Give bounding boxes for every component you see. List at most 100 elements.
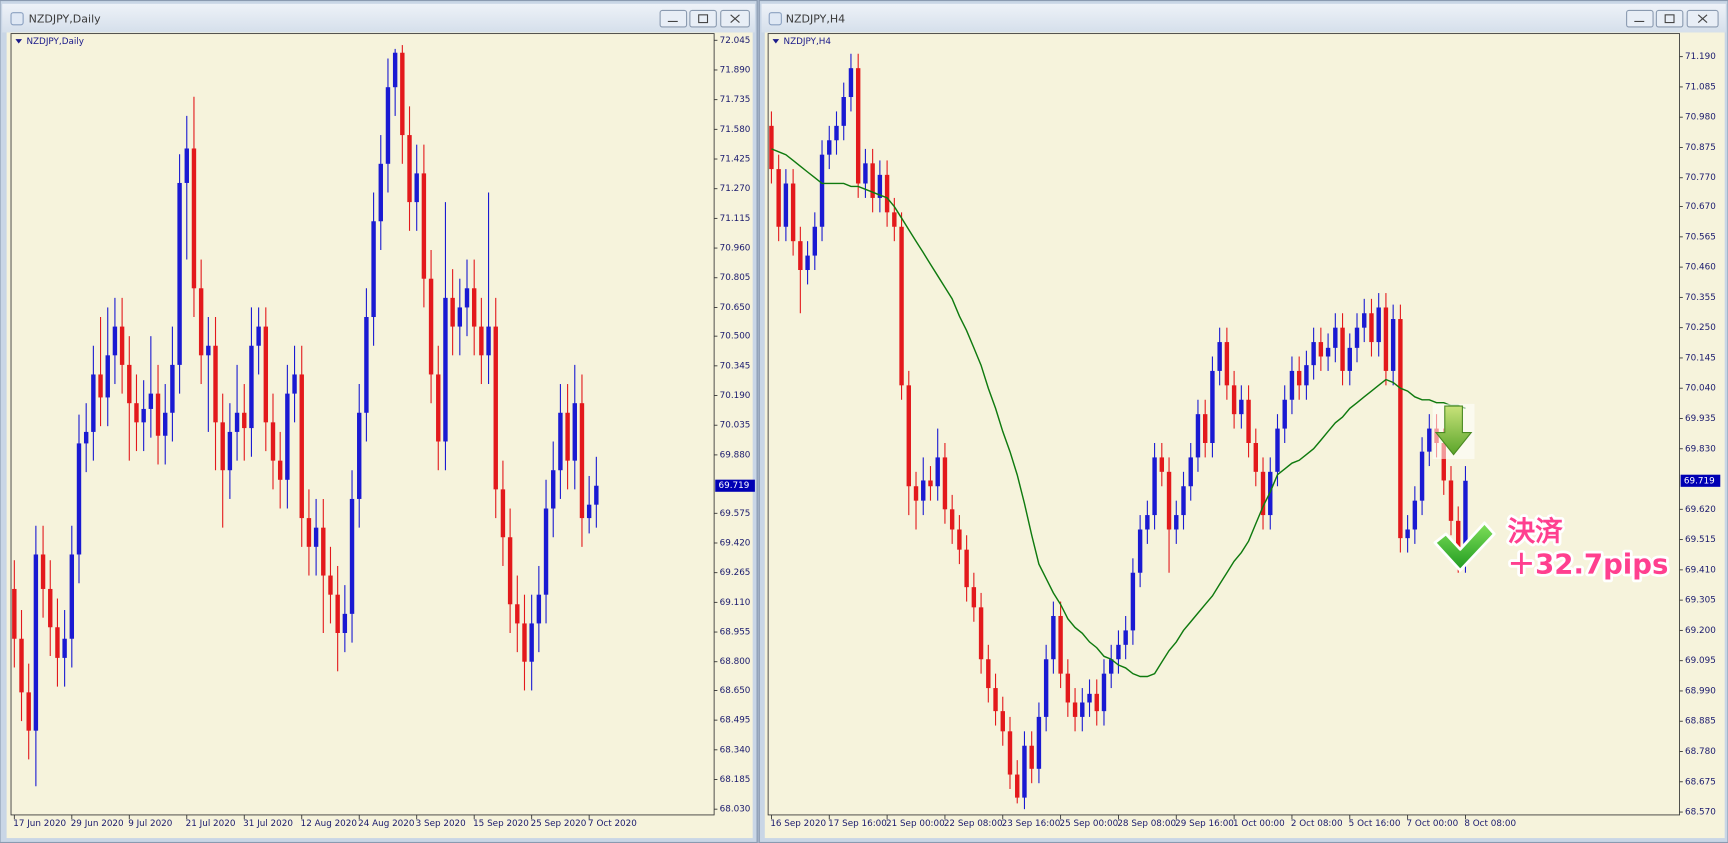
y-tick-label: 71.115 xyxy=(720,214,751,224)
candle-body xyxy=(1246,399,1251,443)
candle-body xyxy=(1376,307,1381,343)
candle-body xyxy=(863,163,868,184)
candle-body xyxy=(105,355,110,398)
candle-body xyxy=(500,489,506,538)
candle-body xyxy=(277,460,283,480)
candle-body xyxy=(306,518,312,547)
window-icon xyxy=(10,12,24,26)
x-tick-label: 7 Oct 2020 xyxy=(588,819,637,829)
candle-body xyxy=(1116,644,1121,660)
x-tick-label: 24 Aug 2020 xyxy=(358,819,415,829)
window-title: NZDJPY,Daily xyxy=(29,12,102,25)
annotation: ＋32.7pips xyxy=(1508,549,1669,581)
candle-body xyxy=(170,364,175,413)
candle-body xyxy=(407,135,412,203)
candle-body xyxy=(522,623,527,662)
candle-body xyxy=(371,221,376,318)
candle-body xyxy=(1362,313,1367,328)
candle-body xyxy=(134,403,139,423)
candle-body xyxy=(342,613,348,633)
y-tick-label: 70.960 xyxy=(720,244,751,254)
minimize-button[interactable] xyxy=(659,9,688,28)
candle-body xyxy=(1145,515,1150,530)
candle-body xyxy=(98,374,103,398)
candle-body xyxy=(543,508,549,595)
candle-body xyxy=(971,587,977,608)
window-icon xyxy=(768,12,782,26)
candle-body xyxy=(827,140,832,155)
candle-body xyxy=(486,326,491,356)
y-tick-label: 69.575 xyxy=(720,509,751,519)
y-tick-label: 70.565 xyxy=(1685,232,1716,242)
menu-arrow xyxy=(15,39,23,44)
y-tick-label: 68.495 xyxy=(720,716,751,726)
candle-body xyxy=(127,364,132,404)
y-tick-label: 70.770 xyxy=(1685,173,1716,183)
x-tick-label: 29 Sep 16:00 xyxy=(1175,819,1234,829)
x-tick-label: 9 Jul 2020 xyxy=(128,819,173,829)
candle-body xyxy=(400,52,405,136)
x-tick-label: 29 Jun 2020 xyxy=(71,819,124,829)
x-tick-label: 8 Oct 08:00 xyxy=(1464,819,1516,829)
candle-body xyxy=(964,549,969,588)
candle-body xyxy=(1304,365,1309,386)
x-tick-label: 28 Sep 08:00 xyxy=(1117,819,1176,829)
chart-background xyxy=(6,32,753,839)
candle-body xyxy=(579,403,585,519)
restore-button[interactable] xyxy=(1655,9,1684,28)
candle-body xyxy=(1239,399,1244,415)
candle-body xyxy=(841,97,846,126)
y-tick-label: 68.990 xyxy=(1685,686,1716,696)
minimize-button[interactable] xyxy=(1626,9,1654,28)
candle-body xyxy=(249,345,254,429)
candle-body xyxy=(428,278,434,375)
candle-body xyxy=(993,688,998,712)
y-tick-label: 68.885 xyxy=(1685,717,1716,727)
price-tag-label: 69.719 xyxy=(719,481,750,491)
y-tick-label: 69.935 xyxy=(1685,414,1716,424)
restore-button[interactable] xyxy=(689,9,717,28)
candle-body xyxy=(1130,572,1136,631)
candle-body xyxy=(594,485,599,505)
candle-body xyxy=(776,169,781,227)
candle-body xyxy=(1137,529,1143,573)
y-tick-label: 68.800 xyxy=(720,657,751,667)
x-tick-label: 12 Aug 2020 xyxy=(301,819,358,829)
candle-body xyxy=(1043,659,1049,717)
candle-body xyxy=(1072,702,1078,717)
candle-body xyxy=(1101,673,1107,712)
y-tick-label: 68.675 xyxy=(1685,777,1716,787)
candle-body xyxy=(1094,693,1099,712)
candle-body xyxy=(1152,457,1157,516)
x-tick-label: 7 Oct 00:00 xyxy=(1407,819,1459,829)
candle-body xyxy=(227,431,233,471)
candle-body xyxy=(1369,313,1374,343)
chart-background xyxy=(764,32,1725,839)
candle-body xyxy=(1427,428,1432,452)
candle-body xyxy=(198,288,204,356)
candle-body xyxy=(798,241,803,271)
candle-body xyxy=(155,393,161,436)
candle-body xyxy=(1448,480,1454,521)
candle-body xyxy=(1087,693,1092,703)
x-tick-label: 21 Jul 2020 xyxy=(186,819,236,829)
candle-body xyxy=(119,326,125,365)
annotation: 決済 xyxy=(1508,516,1564,548)
candle-body xyxy=(26,692,31,731)
candle-body xyxy=(1282,399,1287,429)
price-tag xyxy=(1680,474,1721,487)
candle-body xyxy=(328,575,333,595)
candle-body xyxy=(1441,442,1446,481)
candle-body xyxy=(421,173,427,279)
y-tick-label: 71.085 xyxy=(1685,82,1716,92)
x-tick-label: 5 Oct 16:00 xyxy=(1349,819,1401,829)
candle-body xyxy=(586,504,592,519)
candle-body xyxy=(220,422,225,471)
candle-body xyxy=(1347,347,1352,371)
candle-body xyxy=(292,374,297,394)
candle-body xyxy=(790,183,796,242)
candle-body xyxy=(1123,630,1128,645)
y-tick-label: 68.955 xyxy=(720,628,751,638)
candle-body xyxy=(33,554,39,731)
